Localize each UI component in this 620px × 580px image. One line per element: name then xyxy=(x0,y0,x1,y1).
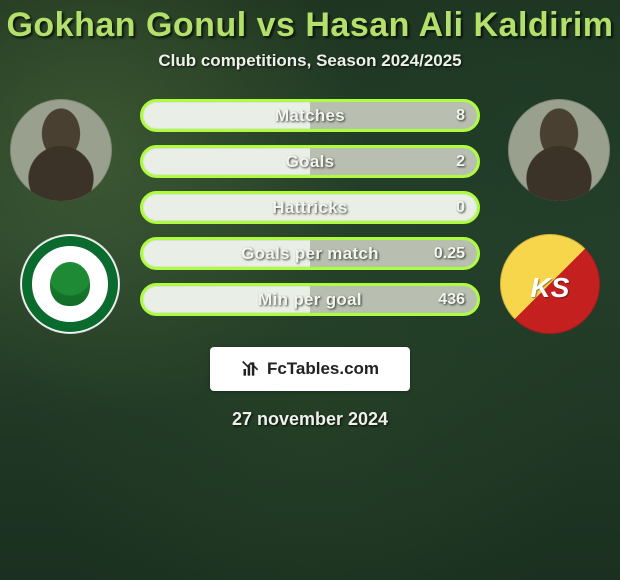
club-ring-icon xyxy=(22,236,118,332)
bar-fill-right xyxy=(310,102,477,129)
tea-leaf-icon xyxy=(50,262,90,306)
subtitle: Club competitions, Season 2024/2025 xyxy=(0,51,620,71)
stat-bar: Matches8 xyxy=(140,99,480,132)
stat-bar: Min per goal436 xyxy=(140,283,480,316)
stat-value-right: 2 xyxy=(456,148,465,175)
page-title: Gokhan Gonul vs Hasan Ali Kaldirim xyxy=(0,6,620,45)
comparison-card: Gokhan Gonul vs Hasan Ali Kaldirim Club … xyxy=(0,0,620,580)
bar-fill-right xyxy=(310,148,477,175)
branding-badge: FcTables.com xyxy=(210,347,410,391)
player-photo-left xyxy=(10,99,112,201)
snapshot-date: 27 november 2024 xyxy=(0,409,620,430)
stat-value-right: 0 xyxy=(456,194,465,221)
stat-value-right: 0.25 xyxy=(434,240,465,267)
stat-bar: Hattricks0 xyxy=(140,191,480,224)
stat-bars: Matches8 Goals2 Hattricks0 Goals per match0… xyxy=(140,99,480,316)
club-initials: KS xyxy=(500,272,600,304)
club-logo-right: KS xyxy=(500,234,600,334)
avatar xyxy=(508,99,610,201)
stat-bar: Goals2 xyxy=(140,145,480,178)
bar-chart-icon xyxy=(241,359,261,379)
stat-bar: Goals per match0.25 xyxy=(140,237,480,270)
stats-area: KS Matches8 Goals2 Hattricks0 Goals per mat… xyxy=(0,89,620,329)
stat-value-right: 8 xyxy=(456,102,465,129)
club-logo-left xyxy=(20,234,120,334)
avatar xyxy=(10,99,112,201)
branding-label: FcTables.com xyxy=(267,359,379,379)
stat-value-right: 436 xyxy=(438,286,465,313)
player-photo-right xyxy=(508,99,610,201)
stat-label: Hattricks xyxy=(143,194,477,221)
